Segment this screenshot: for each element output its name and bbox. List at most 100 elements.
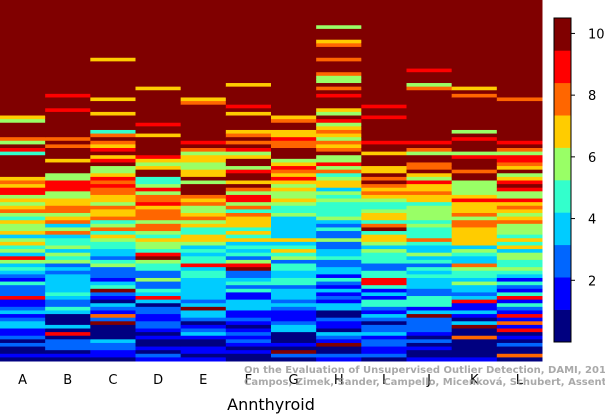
heatmap-cell [90, 104, 136, 109]
heatmap-cell [316, 299, 362, 304]
heatmap-cell [0, 25, 46, 30]
heatmap-cell [180, 249, 227, 254]
heatmap-cell [271, 223, 317, 228]
heatmap-cell [135, 299, 182, 304]
heatmap-cell [496, 93, 543, 98]
heatmap-cell [361, 176, 407, 181]
heatmap-cell [496, 148, 543, 153]
heatmap-cell [496, 158, 543, 163]
heatmap-cell [271, 21, 317, 26]
heatmap-cell [45, 108, 91, 113]
heatmap-cell [496, 277, 543, 283]
heatmap-cell [90, 198, 136, 203]
colorbar-segment [554, 82, 571, 116]
heatmap-cell [135, 129, 182, 135]
heatmap-cell [135, 274, 182, 279]
heatmap-cell [406, 101, 453, 106]
x-tick-label: E [199, 373, 207, 388]
heatmap-cell [316, 335, 362, 340]
heatmap-cell [135, 267, 182, 272]
heatmap-cell [406, 7, 453, 12]
heatmap-cell [316, 176, 362, 181]
heatmap-cell [180, 296, 227, 301]
heatmap-cell [225, 129, 272, 135]
heatmap-cell [0, 180, 46, 185]
heatmap-cell [45, 3, 91, 8]
heatmap-cell [451, 21, 498, 26]
heatmap-cell [135, 191, 182, 196]
heatmap-cell [180, 299, 227, 304]
heatmap-cell [225, 220, 272, 225]
heatmap-cell [316, 223, 362, 228]
heatmap-cell [361, 28, 407, 33]
heatmap-cell [271, 140, 317, 145]
heatmap-cell [361, 54, 407, 59]
heatmap-cell [361, 346, 407, 351]
heatmap-cell [451, 292, 498, 297]
heatmap-cell [225, 281, 272, 286]
heatmap-cell [225, 342, 272, 348]
heatmap-cell [406, 39, 453, 44]
heatmap-cell [361, 173, 407, 178]
heatmap-cell [271, 14, 317, 19]
heatmap-cell [451, 342, 498, 348]
heatmap-cell [451, 285, 498, 290]
heatmap-cell [135, 36, 182, 41]
heatmap-cell [451, 83, 498, 88]
heatmap-cell [496, 137, 543, 142]
heatmap-cell [496, 241, 543, 246]
heatmap-cell [451, 296, 498, 301]
heatmap-cell [0, 357, 46, 362]
heatmap-cell [45, 324, 91, 330]
heatmap-cell [45, 227, 91, 232]
heatmap-cell [451, 332, 498, 337]
heatmap-cell [451, 238, 498, 243]
heatmap-cell [271, 205, 317, 210]
heatmap-cell [90, 184, 136, 189]
heatmap-cell [135, 259, 182, 265]
heatmap-cell [451, 176, 498, 181]
heatmap-cell [225, 209, 272, 214]
heatmap-cell [316, 155, 362, 160]
heatmap-cell [361, 263, 407, 268]
heatmap-cell [361, 296, 407, 301]
heatmap-cell [90, 202, 136, 207]
heatmap-cell [496, 122, 543, 127]
heatmap-cell [361, 83, 407, 88]
heatmap-cell [180, 346, 227, 351]
heatmap-cell [406, 321, 453, 326]
heatmap-cell [451, 303, 498, 308]
heatmap-cell [0, 184, 46, 189]
heatmap-cell [45, 191, 91, 196]
heatmap-cell [180, 245, 227, 250]
heatmap-cell [361, 90, 407, 95]
heatmap-cell [316, 342, 362, 348]
heatmap-cell [451, 158, 498, 163]
heatmap-cell [0, 317, 46, 322]
heatmap-cell [0, 50, 46, 55]
heatmap-cell [180, 314, 227, 319]
heatmap-cell [451, 270, 498, 275]
heatmap-cell [45, 274, 91, 279]
heatmap-cell [496, 216, 543, 221]
heatmap-cell [316, 212, 362, 218]
heatmap-cell [406, 133, 453, 138]
heatmap-cell [271, 314, 317, 319]
heatmap-cell [361, 342, 407, 348]
heatmap-cell [180, 162, 227, 167]
heatmap-cell [496, 227, 543, 232]
heatmap-cell [45, 101, 91, 106]
heatmap-cell [135, 350, 182, 355]
heatmap-cell [451, 198, 498, 203]
heatmap-cell [225, 36, 272, 41]
heatmap-cell [90, 176, 136, 181]
heatmap-cell [45, 57, 91, 62]
heatmap-cell [90, 223, 136, 228]
heatmap-cell [316, 54, 362, 59]
heatmap-cell [225, 180, 272, 185]
heatmap-cell [180, 252, 227, 257]
x-axis-title: Annthyroid [227, 395, 315, 414]
heatmap-cell [271, 335, 317, 340]
heatmap-cell [496, 115, 543, 120]
heatmap-cell [496, 310, 543, 315]
